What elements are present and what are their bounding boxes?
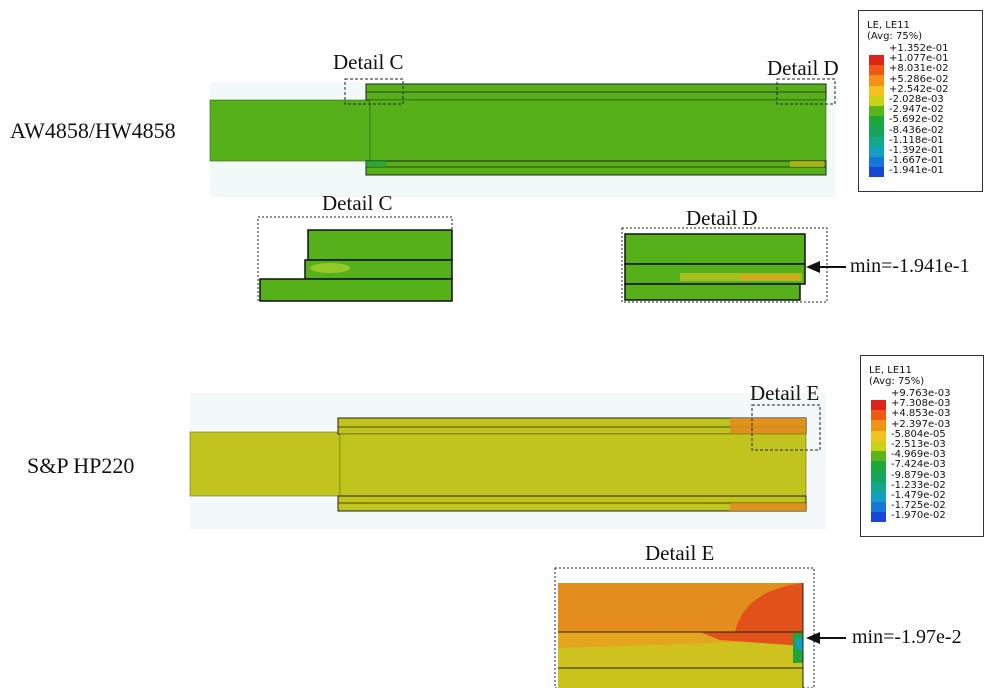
detail-e-zoom-lower [558, 668, 803, 688]
legend-2-value: +4.853e-03 [891, 408, 951, 420]
contour-legend-2: LE, LE11 (Avg: 75%) +9.763e-03 +7.308e-03… [860, 355, 984, 537]
detail-d-zoom-upper [624, 233, 806, 265]
specimen-label-aw4858: AW4858/HW4858 [10, 118, 176, 143]
detail-d-zoom-lower [624, 283, 801, 301]
legend-1-swatch [869, 95, 884, 106]
legend-2-value: +7.308e-03 [891, 398, 951, 410]
legend-1-swatch [869, 157, 884, 168]
min-label-1: min=-1.941e-1 [850, 255, 970, 277]
legend-2-swatch [871, 410, 886, 421]
detail-d-zoom-caption: Detail D [686, 206, 758, 230]
legend-2-title: LE, LE11 [869, 365, 912, 376]
legend-2-value: -1.725e-02 [891, 500, 946, 512]
legend-1-value: -1.667e-01 [889, 155, 944, 167]
legend-1-value: -2.947e-02 [889, 104, 944, 116]
legend-2-value: -1.970e-02 [891, 510, 946, 522]
legend-1-swatch [869, 85, 884, 96]
legend-2-swatch [871, 461, 886, 472]
legend-1-value: -5.692e-02 [889, 114, 944, 126]
legend-1-value: +1.352e-01 [889, 43, 949, 54]
legend-1-value: -1.118e-01 [889, 134, 944, 146]
detail-c-zoom-lower [259, 278, 453, 302]
central-body-2 [339, 433, 807, 497]
central-body-1 [369, 99, 827, 162]
detail-e-zoom-caption: Detail E [645, 541, 715, 565]
legend-2-swatch [871, 451, 886, 462]
legend-2-value: -5.804e-05 [891, 428, 946, 440]
detail-c-box [344, 78, 404, 105]
contour-legend-1: LE, LE11 (Avg: 75%) +1.352e-01 +1.077e-01… [858, 10, 983, 192]
legend-1-value: +1.077e-01 [889, 53, 949, 65]
legend-2-value: -9.879e-03 [891, 469, 946, 481]
legend-2-swatch [871, 420, 886, 431]
legend-1-subtitle: (Avg: 75%) [867, 31, 923, 42]
legend-1-swatch [869, 65, 884, 76]
detail-d-box [776, 78, 836, 105]
legend-1-swatch [869, 126, 884, 137]
legend-2-value: -2.513e-03 [891, 439, 946, 450]
legend-1-value: +2.542e-02 [889, 83, 949, 95]
legend-1-value: -2.028e-03 [889, 94, 944, 105]
legend-2-value: -7.424e-03 [891, 459, 946, 471]
legend-1-swatch [869, 75, 884, 86]
legend-1-swatch [869, 146, 884, 157]
legend-1-value: -8.436e-02 [889, 124, 944, 136]
legend-2-swatch [871, 502, 886, 513]
detail-c-zoom-caption: Detail C [322, 191, 393, 215]
legend-2-subtitle: (Avg: 75%) [869, 376, 925, 387]
legend-2-swatch [871, 512, 886, 523]
detail-e-box [751, 404, 821, 451]
legend-2-value: -1.479e-02 [891, 490, 946, 501]
legend-1-swatch [869, 136, 884, 147]
detail-d-caption: Detail D [767, 56, 839, 80]
legend-2-swatch [871, 471, 886, 482]
bottom-laminate-1 [365, 160, 827, 176]
legend-2-swatch [871, 440, 886, 451]
legend-2-value: +9.763e-03 [891, 388, 951, 399]
legend-2-value: -4.969e-03 [891, 449, 946, 461]
legend-2-swatch [871, 430, 886, 441]
inner-plate-2 [189, 431, 341, 497]
legend-2-swatch [871, 491, 886, 502]
legend-1-swatch [869, 55, 884, 66]
detail-e-caption: Detail E [750, 381, 820, 405]
legend-2-swatch [871, 481, 886, 492]
legend-1-value: +5.286e-02 [889, 73, 949, 85]
legend-1-title: LE, LE11 [867, 20, 910, 31]
legend-1-value: -1.941e-01 [889, 165, 944, 177]
legend-1-swatch [869, 116, 884, 127]
legend-2-swatch [871, 400, 886, 411]
min-label-2: min=-1.97e-2 [852, 626, 962, 648]
specimen-label-hp220: S&P HP220 [27, 453, 135, 478]
legend-1-swatch [869, 167, 884, 178]
legend-1-value: +8.031e-02 [889, 63, 949, 75]
detail-c-zoom-upper [307, 229, 453, 261]
detail-c-caption: Detail C [333, 50, 404, 74]
legend-1-swatch [869, 106, 884, 117]
legend-2-value: -1.233e-02 [891, 479, 946, 491]
inner-plate-1 [209, 99, 371, 162]
legend-2-value: +2.397e-03 [891, 418, 951, 430]
legend-1-value: -1.392e-01 [889, 145, 944, 156]
